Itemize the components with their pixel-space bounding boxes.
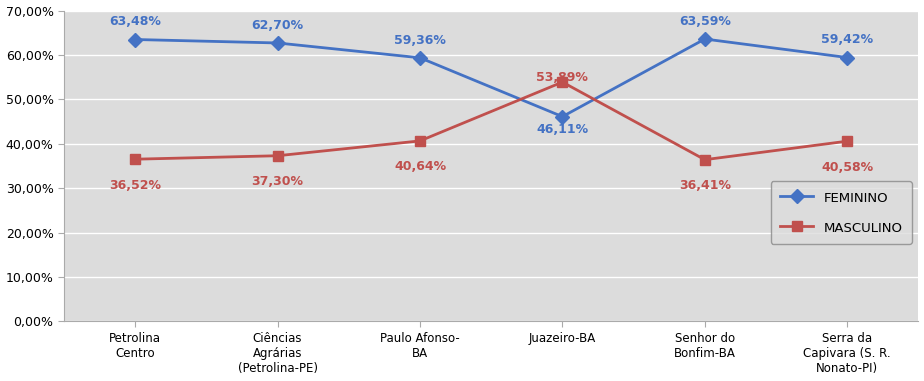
Text: 59,42%: 59,42% bbox=[821, 34, 873, 46]
Text: 53,89%: 53,89% bbox=[537, 71, 589, 84]
Text: 59,36%: 59,36% bbox=[394, 34, 446, 47]
MASCULINO bbox=[842, 139, 853, 144]
Line: MASCULINO: MASCULINO bbox=[130, 77, 852, 165]
Text: 63,48%: 63,48% bbox=[109, 15, 161, 29]
Text: 36,41%: 36,41% bbox=[679, 179, 731, 192]
Text: 40,58%: 40,58% bbox=[821, 161, 873, 174]
MASCULINO bbox=[272, 154, 283, 158]
FEMININO bbox=[699, 37, 711, 41]
Line: FEMININO: FEMININO bbox=[130, 34, 852, 122]
Text: 36,52%: 36,52% bbox=[109, 179, 161, 192]
FEMININO bbox=[415, 56, 426, 60]
FEMININO bbox=[842, 55, 853, 60]
FEMININO bbox=[129, 37, 140, 42]
MASCULINO bbox=[129, 157, 140, 162]
Text: 40,64%: 40,64% bbox=[394, 160, 446, 173]
MASCULINO bbox=[415, 139, 426, 143]
Text: 46,11%: 46,11% bbox=[536, 123, 589, 136]
FEMININO bbox=[272, 41, 283, 45]
Text: 62,70%: 62,70% bbox=[251, 19, 304, 32]
FEMININO bbox=[557, 114, 568, 119]
MASCULINO bbox=[557, 80, 568, 84]
Text: 63,59%: 63,59% bbox=[679, 15, 731, 28]
MASCULINO bbox=[699, 157, 711, 162]
Text: 37,30%: 37,30% bbox=[251, 175, 304, 188]
Legend: FEMININO, MASCULINO: FEMININO, MASCULINO bbox=[771, 181, 912, 244]
